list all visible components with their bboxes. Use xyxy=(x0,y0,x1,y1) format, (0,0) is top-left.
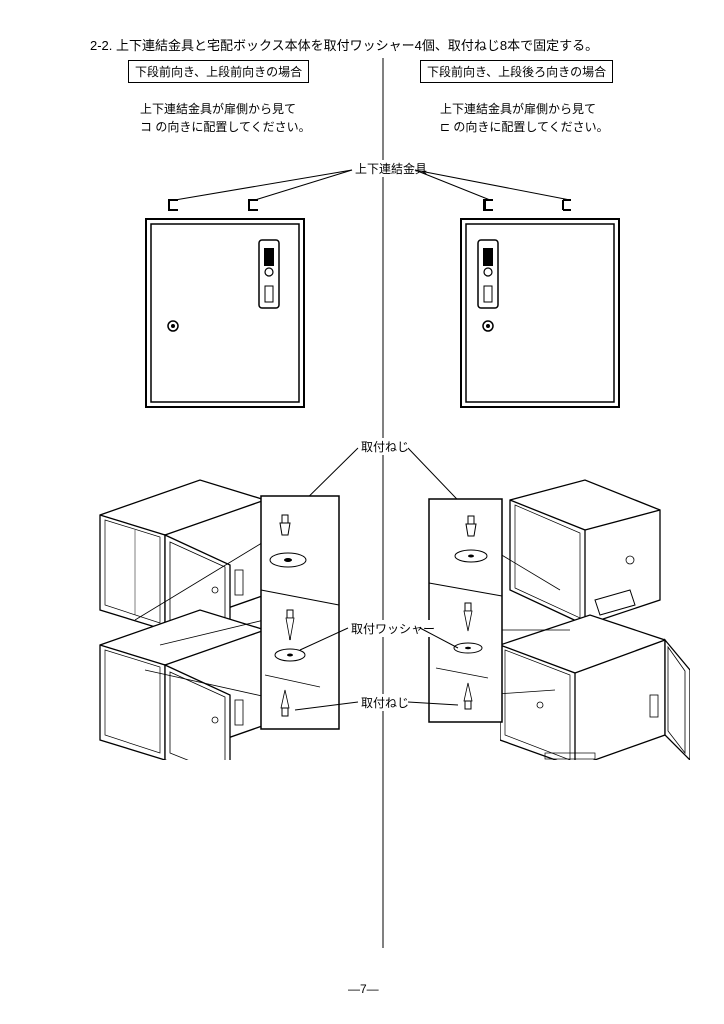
screw-leader-bottom xyxy=(0,0,724,760)
page-number: —7— xyxy=(348,982,379,996)
